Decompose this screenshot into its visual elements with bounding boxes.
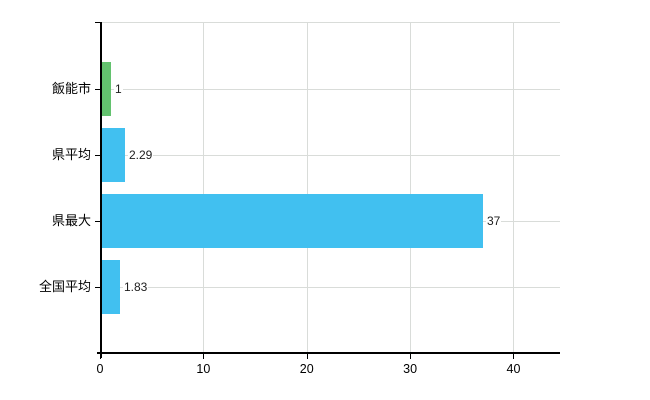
y-axis-tick: [95, 89, 100, 90]
x-gridline: [306, 22, 308, 352]
y-axis-tick: [95, 155, 100, 156]
bar-3[interactable]: [101, 194, 483, 248]
category-label-2: 県平均: [51, 147, 91, 162]
x-axis-tick-label: 30: [403, 362, 418, 376]
y-axis-top-tick: [95, 22, 100, 23]
row-gridline: [100, 287, 560, 288]
x-axis-tick: [203, 352, 205, 359]
x-gridline: [410, 22, 412, 352]
y-axis-tick: [95, 287, 100, 288]
bar-value-label-4: 1.83: [123, 279, 149, 295]
category-label-3: 県最大: [51, 213, 91, 228]
x-axis-tick: [513, 352, 515, 359]
y-axis-tick: [95, 221, 100, 222]
x-axis-line: [97, 352, 560, 354]
bar-2[interactable]: [101, 128, 125, 182]
x-axis-tick-label: 40: [506, 362, 521, 376]
x-axis-tick-label: 10: [196, 362, 211, 376]
x-gridline: [513, 22, 515, 352]
x-gridline: [203, 22, 205, 352]
x-axis-tick: [306, 352, 308, 359]
x-axis-tick: [410, 352, 412, 359]
bar-value-label-1: 1: [114, 81, 123, 97]
category-label-4: 全国平均: [38, 279, 91, 294]
plot-top-gridline: [100, 22, 560, 23]
category-label-1: 飯能市: [51, 81, 91, 96]
bar-1[interactable]: [101, 62, 111, 116]
bar-value-label-3: 37: [486, 213, 502, 229]
row-gridline: [100, 89, 560, 90]
bar-value-label-2: 2.29: [128, 147, 154, 163]
y-axis-line: [100, 22, 102, 358]
bar-4[interactable]: [101, 260, 120, 314]
x-axis-tick-label: 20: [299, 362, 314, 376]
row-gridline: [100, 155, 560, 156]
x-axis-tick-label: 0: [96, 362, 104, 376]
